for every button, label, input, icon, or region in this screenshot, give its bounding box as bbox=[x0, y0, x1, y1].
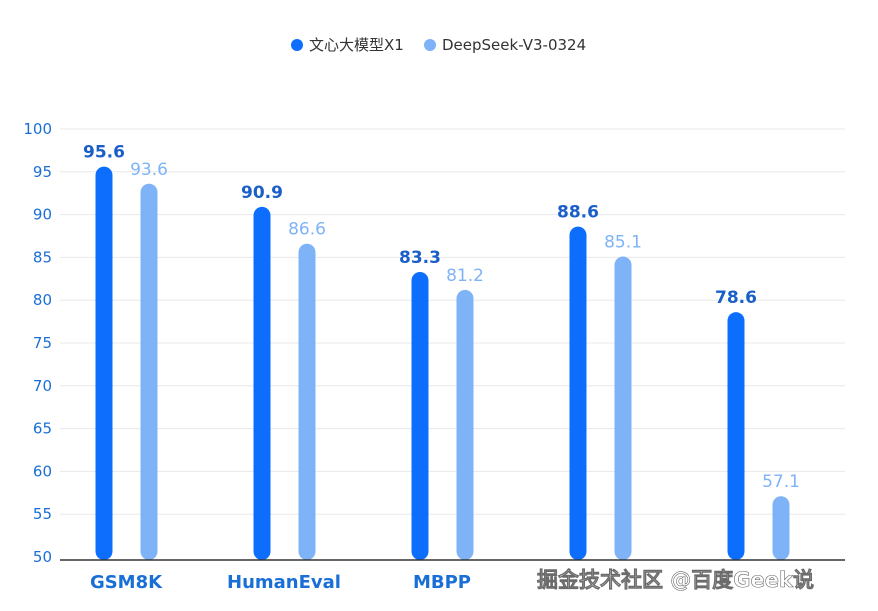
data-label: 95.6 bbox=[83, 143, 125, 163]
data-labels: 95.693.6 90.986.6 83.381.2 88.685.1 78.6 57.1 bbox=[83, 143, 800, 493]
y-tick-label: 70 bbox=[33, 377, 52, 395]
legend-marker-series-1 bbox=[291, 39, 303, 51]
bar-series-2 bbox=[298, 243, 316, 561]
y-tick-label: 65 bbox=[33, 420, 52, 438]
bar-series-2 bbox=[140, 183, 158, 560]
x-axis-labels: GSM8K HumanEval MBPP bbox=[90, 572, 471, 593]
y-tick-label: 75 bbox=[33, 334, 52, 352]
data-label: 88.6 bbox=[557, 203, 599, 223]
y-tick-label: 85 bbox=[33, 248, 52, 266]
bar-series-1 bbox=[411, 271, 429, 560]
bar-series-2 bbox=[614, 256, 632, 560]
y-tick-label: 60 bbox=[33, 462, 52, 480]
y-tick-label: 90 bbox=[33, 206, 52, 224]
y-tick-label: 95 bbox=[33, 163, 52, 181]
x-category-label: MBPP bbox=[413, 572, 471, 593]
data-label: 90.9 bbox=[241, 183, 283, 203]
bar-series-2 bbox=[772, 496, 790, 560]
bar-series-1 bbox=[727, 312, 745, 560]
y-tick-label: 50 bbox=[33, 548, 52, 566]
legend-label-series-2: DeepSeek-V3-0324 bbox=[442, 36, 586, 54]
x-category-label: GSM8K bbox=[90, 572, 163, 593]
x-category-label: HumanEval bbox=[227, 572, 341, 593]
data-label: 93.6 bbox=[130, 160, 168, 180]
y-tick-label: 55 bbox=[33, 505, 52, 523]
bar-series-1 bbox=[253, 206, 271, 560]
data-label: 81.2 bbox=[446, 266, 484, 286]
data-label: 85.1 bbox=[604, 233, 642, 253]
watermark: 掘金技术社区 @百度Geek说 bbox=[537, 568, 814, 592]
bar-series-1 bbox=[569, 226, 587, 561]
data-label: 83.3 bbox=[399, 248, 441, 268]
bars bbox=[95, 166, 790, 561]
legend-label-series-1: 文心大模型X1 bbox=[309, 36, 404, 54]
legend-marker-series-2 bbox=[424, 39, 436, 51]
y-axis-ticks: 50 55 60 65 70 75 80 85 90 95 100 bbox=[23, 120, 52, 566]
legend: 文心大模型X1 DeepSeek-V3-0324 bbox=[291, 36, 586, 54]
bar-series-1 bbox=[95, 166, 113, 560]
bar-series-2 bbox=[456, 289, 474, 560]
data-label: 78.6 bbox=[715, 288, 757, 308]
y-tick-label: 100 bbox=[23, 120, 52, 138]
data-label: 57.1 bbox=[762, 472, 800, 492]
data-label: 86.6 bbox=[288, 220, 326, 240]
gridlines bbox=[60, 128, 845, 515]
y-tick-label: 80 bbox=[33, 291, 52, 309]
